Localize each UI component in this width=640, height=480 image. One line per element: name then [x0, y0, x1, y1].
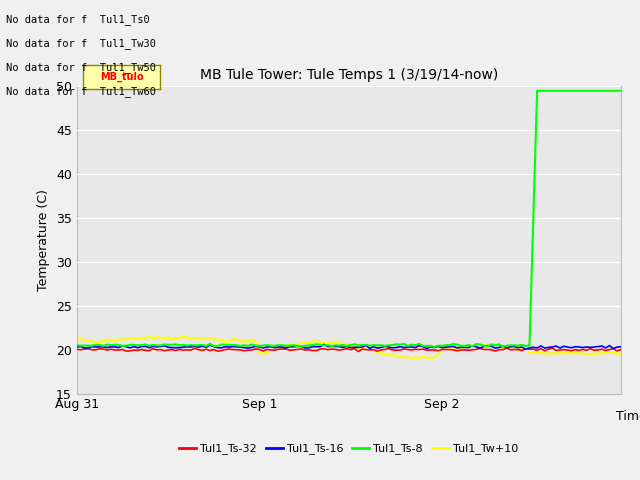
Text: MB_tulo: MB_tulo — [100, 72, 143, 82]
Y-axis label: Temperature (C): Temperature (C) — [37, 189, 51, 291]
Text: No data for f  Tul1_Tw30: No data for f Tul1_Tw30 — [6, 38, 156, 49]
Text: No data for f  Tul1_Tw60: No data for f Tul1_Tw60 — [6, 86, 156, 97]
Text: No data for f  Tul1_Ts0: No data for f Tul1_Ts0 — [6, 14, 150, 25]
X-axis label: Time: Time — [616, 410, 640, 423]
Text: No data for f  Tul1_Tw50: No data for f Tul1_Tw50 — [6, 62, 156, 73]
Legend: Tul1_Ts-32, Tul1_Ts-16, Tul1_Ts-8, Tul1_Tw+10: Tul1_Ts-32, Tul1_Ts-16, Tul1_Ts-8, Tul1_… — [175, 439, 523, 459]
Title: MB Tule Tower: Tule Temps 1 (3/19/14-now): MB Tule Tower: Tule Temps 1 (3/19/14-now… — [200, 69, 498, 83]
